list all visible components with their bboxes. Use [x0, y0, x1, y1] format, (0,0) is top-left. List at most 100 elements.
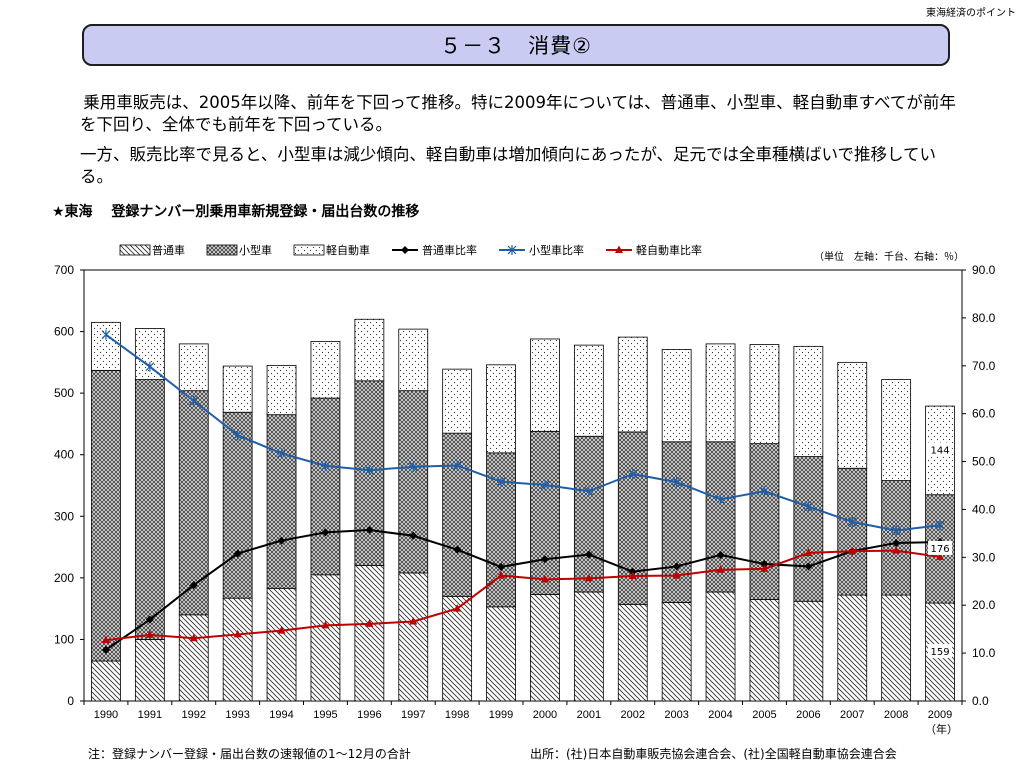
bar-crosshatch-1991: [134, 379, 165, 640]
x-axis-tick-label: 2006: [796, 709, 820, 721]
right-axis-tick-label: 30.0: [972, 550, 996, 564]
bar-crosshatch-2007: [837, 467, 868, 596]
right-axis-tick-label: 50.0: [972, 455, 996, 469]
bar-diagonal-1991: [134, 639, 165, 702]
chart-subtitle: ★東海 登録ナンバー別乗用車新規登録・届出台数の推移: [52, 204, 420, 220]
point-star-2008: [891, 525, 901, 536]
point-triangle-1998: [453, 604, 462, 612]
point-diamond-1994: [277, 536, 286, 545]
x-axis-tick-label: 1992: [182, 709, 206, 721]
right-axis-tick-label: 70.0: [972, 359, 996, 373]
left-axis-tick-label: 100: [54, 632, 74, 646]
x-axis-tick-label: 2009: [928, 709, 952, 721]
point-triangle-1994: [277, 626, 286, 634]
bar-diagonal-2007: [837, 594, 868, 702]
bar-dots-2007: [837, 361, 868, 469]
source-note: 出所：(社)日本自動車販売協会連合会、(社)全国軽自動車協会連合会: [530, 747, 897, 761]
point-star-1995: [321, 460, 330, 471]
bar-diagonal-1993: [222, 597, 253, 702]
data-label-2009: 176: [931, 544, 950, 555]
bar-diagonal-1990: [91, 660, 121, 702]
bar-diagonal-1995: [310, 574, 341, 702]
bar-dots-1993: [222, 365, 253, 413]
point-star-1994: [277, 448, 286, 459]
bar-crosshatch-1997: [398, 390, 429, 574]
left-axis-tick-label: 400: [54, 448, 74, 462]
bar-dots-2006: [793, 345, 824, 457]
bar-diagonal-2008: [881, 594, 912, 702]
point-triangle-2009: [936, 552, 945, 560]
point-triangle-1993: [233, 629, 242, 638]
point-diamond-2000: [540, 555, 549, 564]
bar-crosshatch-2006: [793, 456, 824, 602]
legend-marker: [401, 246, 409, 254]
point-star-1991: [145, 361, 155, 372]
point-triangle-2000: [540, 574, 549, 583]
point-triangle-1999: [497, 571, 506, 579]
bar-diagonal-2001: [573, 591, 604, 702]
point-triangle-1990: [101, 635, 110, 644]
bar-diagonal-2000: [530, 594, 560, 702]
corner-label: 東海経済のポイント: [926, 8, 1016, 19]
legend-label: 小型車: [239, 243, 272, 257]
point-triangle-1997: [409, 617, 418, 625]
bar-dots-2008: [881, 379, 912, 481]
point-diamond-2001: [584, 550, 593, 559]
legend-marker: [507, 245, 517, 255]
point-triangle-1996: [365, 619, 374, 627]
right-axis-tick-label: 80.0: [972, 311, 996, 325]
line-diamond-series: [105, 529, 941, 651]
point-triangle-2006: [804, 548, 813, 557]
bar-crosshatch-2008: [881, 480, 912, 596]
data-label-bg: [928, 644, 953, 659]
unit-note: （単位 左軸：千台、右軸：％）: [814, 250, 964, 263]
bar-crosshatch-2005: [749, 443, 780, 600]
right-axis-tick-label: 10.0: [972, 646, 996, 660]
footnote: 注：登録ナンバー登録・届出台数の速報値の1～12月の合計: [88, 747, 411, 761]
legend-swatch: [119, 244, 151, 256]
point-star-2001: [584, 486, 594, 497]
point-star-1996: [364, 465, 374, 476]
point-star-2004: [716, 494, 725, 505]
point-diamond-2005: [760, 560, 769, 569]
x-axis-tick-label: 2007: [840, 709, 864, 721]
point-diamond-1991: [145, 615, 154, 624]
page-title-text: ５－３ 消費②: [440, 34, 592, 58]
legend-label: 普通車: [152, 243, 185, 257]
left-axis-tick-label: 200: [54, 571, 74, 585]
legend-label: 小型車比率: [529, 243, 584, 257]
point-triangle-1991: [145, 630, 154, 638]
point-diamond-2006: [804, 562, 813, 571]
x-axis-tick-label: 1996: [357, 709, 381, 721]
point-star-1998: [452, 460, 462, 471]
point-diamond-1997: [409, 531, 418, 540]
bar-diagonal-1994: [266, 587, 297, 702]
bar-diagonal-2002: [617, 603, 648, 702]
bar-diagonal-1996: [354, 565, 385, 702]
bar-dots-2004: [705, 343, 736, 443]
point-star-2003: [672, 477, 682, 488]
point-triangle-2002: [628, 571, 637, 580]
data-label-2009: 144: [931, 445, 950, 456]
right-axis-tick-label: 20.0: [972, 598, 996, 612]
bar-crosshatch-1993: [222, 411, 253, 599]
point-star-2002: [628, 469, 638, 480]
bar-diagonal-2003: [661, 602, 692, 702]
bar-diagonal-2006: [793, 600, 824, 702]
legend-label: 普通車比率: [422, 243, 477, 257]
bar-dots-1996: [354, 318, 385, 382]
point-star-2005: [760, 486, 769, 497]
page-title: ５－３ 消費②: [82, 24, 950, 66]
x-axis-tick-label: 2005: [752, 709, 776, 721]
data-label-bg: [928, 540, 953, 555]
point-triangle-1992: [189, 633, 198, 642]
left-axis-tick-label: 600: [54, 325, 74, 339]
legend-label: 軽自動車: [326, 243, 370, 257]
bar-dots-1991: [134, 328, 165, 380]
left-axis-tick-label: 0: [67, 694, 74, 708]
bar-dots-1992: [178, 343, 209, 392]
point-diamond-2004: [716, 550, 725, 559]
point-diamond-1998: [453, 545, 462, 554]
right-axis-tick-label: 0.0: [972, 694, 989, 708]
